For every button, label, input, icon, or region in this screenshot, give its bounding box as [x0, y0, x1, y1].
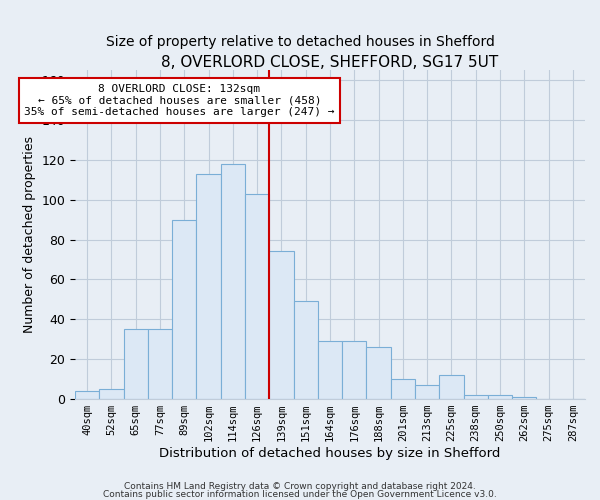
X-axis label: Distribution of detached houses by size in Shefford: Distribution of detached houses by size …: [160, 447, 501, 460]
Bar: [439, 375, 464, 399]
Bar: [318, 341, 342, 399]
Bar: [172, 220, 196, 399]
Bar: [245, 194, 269, 399]
Bar: [196, 174, 221, 399]
Bar: [342, 341, 367, 399]
Bar: [415, 385, 439, 399]
Bar: [391, 379, 415, 399]
Text: Size of property relative to detached houses in Shefford: Size of property relative to detached ho…: [106, 35, 494, 49]
Y-axis label: Number of detached properties: Number of detached properties: [23, 136, 36, 333]
Bar: [124, 330, 148, 399]
Text: 8 OVERLORD CLOSE: 132sqm
← 65% of detached houses are smaller (458)
35% of semi-: 8 OVERLORD CLOSE: 132sqm ← 65% of detach…: [24, 84, 335, 117]
Bar: [464, 395, 488, 399]
Bar: [221, 164, 245, 399]
Bar: [148, 330, 172, 399]
Bar: [488, 395, 512, 399]
Text: Contains public sector information licensed under the Open Government Licence v3: Contains public sector information licen…: [103, 490, 497, 499]
Text: Contains HM Land Registry data © Crown copyright and database right 2024.: Contains HM Land Registry data © Crown c…: [124, 482, 476, 491]
Bar: [367, 347, 391, 399]
Title: 8, OVERLORD CLOSE, SHEFFORD, SG17 5UT: 8, OVERLORD CLOSE, SHEFFORD, SG17 5UT: [161, 55, 499, 70]
Bar: [293, 302, 318, 399]
Bar: [100, 389, 124, 399]
Bar: [512, 397, 536, 399]
Bar: [75, 391, 100, 399]
Bar: [269, 252, 293, 399]
